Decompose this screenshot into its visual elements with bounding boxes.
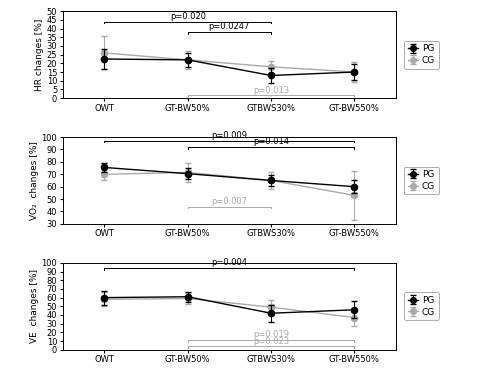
- Text: p=0.004: p=0.004: [212, 258, 247, 267]
- Y-axis label: HR changes [%]: HR changes [%]: [35, 18, 44, 91]
- Text: p=0.019: p=0.019: [253, 331, 289, 340]
- Y-axis label: VE  changes [%]: VE changes [%]: [30, 269, 39, 343]
- Text: p=0.007: p=0.007: [212, 197, 247, 206]
- Legend: PG, CG: PG, CG: [404, 167, 439, 194]
- Text: p=0.020: p=0.020: [170, 12, 206, 21]
- Text: p=0.023: p=0.023: [253, 337, 289, 346]
- Y-axis label: VO₂  changes [%]: VO₂ changes [%]: [30, 141, 39, 220]
- Text: p=0.014: p=0.014: [253, 137, 289, 146]
- Text: p=0.009: p=0.009: [212, 131, 247, 140]
- Text: p=0.0247: p=0.0247: [209, 23, 250, 32]
- Text: p=0.013: p=0.013: [253, 86, 289, 95]
- Legend: PG, CG: PG, CG: [404, 41, 439, 69]
- Legend: PG, CG: PG, CG: [404, 292, 439, 320]
